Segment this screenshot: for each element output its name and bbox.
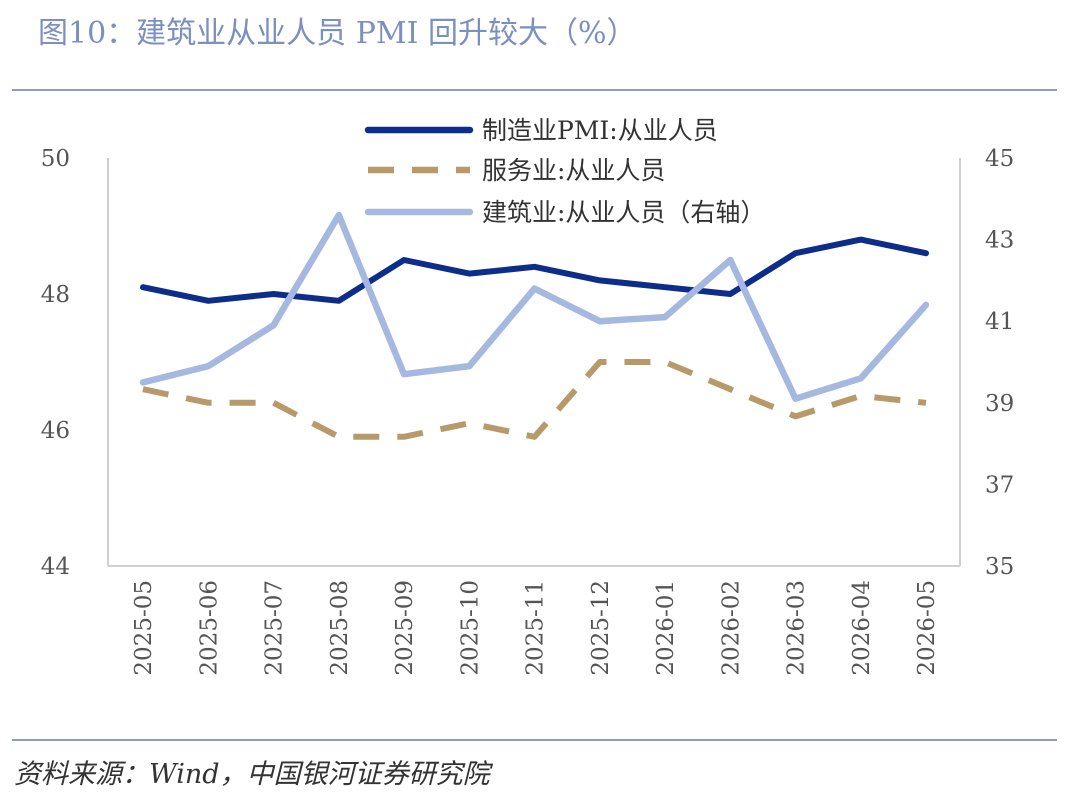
bottom-divider [12, 739, 1057, 741]
x-tick-label: 2025-05 [131, 580, 157, 676]
series-line-1 [142, 359, 927, 440]
x-tick-label: 2025-08 [327, 580, 353, 676]
x-tick-label: 2025-10 [457, 580, 483, 676]
x-tick-label: 2025-11 [523, 580, 549, 676]
x-tick-label: 2026-01 [653, 580, 679, 676]
y-right-tick-label: 41 [985, 309, 1014, 335]
chart-title: 图10：建筑业从业人员 PMI 回升较大（%） [38, 16, 637, 51]
y-right-tick-label: 45 [985, 146, 1014, 172]
x-tick-label: 2025-12 [588, 580, 614, 676]
chart-axes: 44 46 48 50 35 37 39 41 43 45 2025-05 2025-06 2025-0… [41, 146, 1015, 676]
legend-label-0: 制造业PMI:从业人员 [482, 116, 718, 145]
y-left-tick-label: 48 [41, 282, 70, 308]
y-left-tick-label: 46 [41, 418, 70, 444]
series-layer [139, 211, 930, 440]
x-tick-label: 2025-07 [262, 580, 288, 676]
x-tick-label: 2025-09 [392, 580, 418, 676]
line-chart: 44 46 48 50 35 37 39 41 43 45 2025-05 2025-06 2025-0… [41, 116, 1015, 676]
x-tick-label: 2025-06 [196, 580, 222, 676]
source-note: 资料来源：Wind，中国银河证券研究院 [14, 759, 490, 790]
x-tick-label: 2026-02 [718, 580, 744, 676]
legend-label-2: 建筑业:从业人员（右轴） [482, 198, 765, 227]
series-line-2 [139, 211, 930, 402]
series-line-0 [140, 236, 929, 304]
x-tick-label: 2026-03 [784, 580, 810, 676]
x-tick-label: 2026-05 [914, 580, 940, 676]
y-left-tick-label: 44 [41, 554, 70, 580]
y-right-tick-label: 35 [985, 554, 1014, 580]
y-right-tick-label: 43 [985, 228, 1014, 254]
legend-label-1: 服务业:从业人员 [482, 156, 665, 185]
top-divider [12, 89, 1057, 91]
y-left-tick-label: 50 [41, 146, 70, 172]
y-right-tick-label: 37 [985, 472, 1014, 498]
y-right-tick-label: 39 [985, 391, 1014, 417]
x-tick-label: 2026-04 [849, 580, 875, 676]
